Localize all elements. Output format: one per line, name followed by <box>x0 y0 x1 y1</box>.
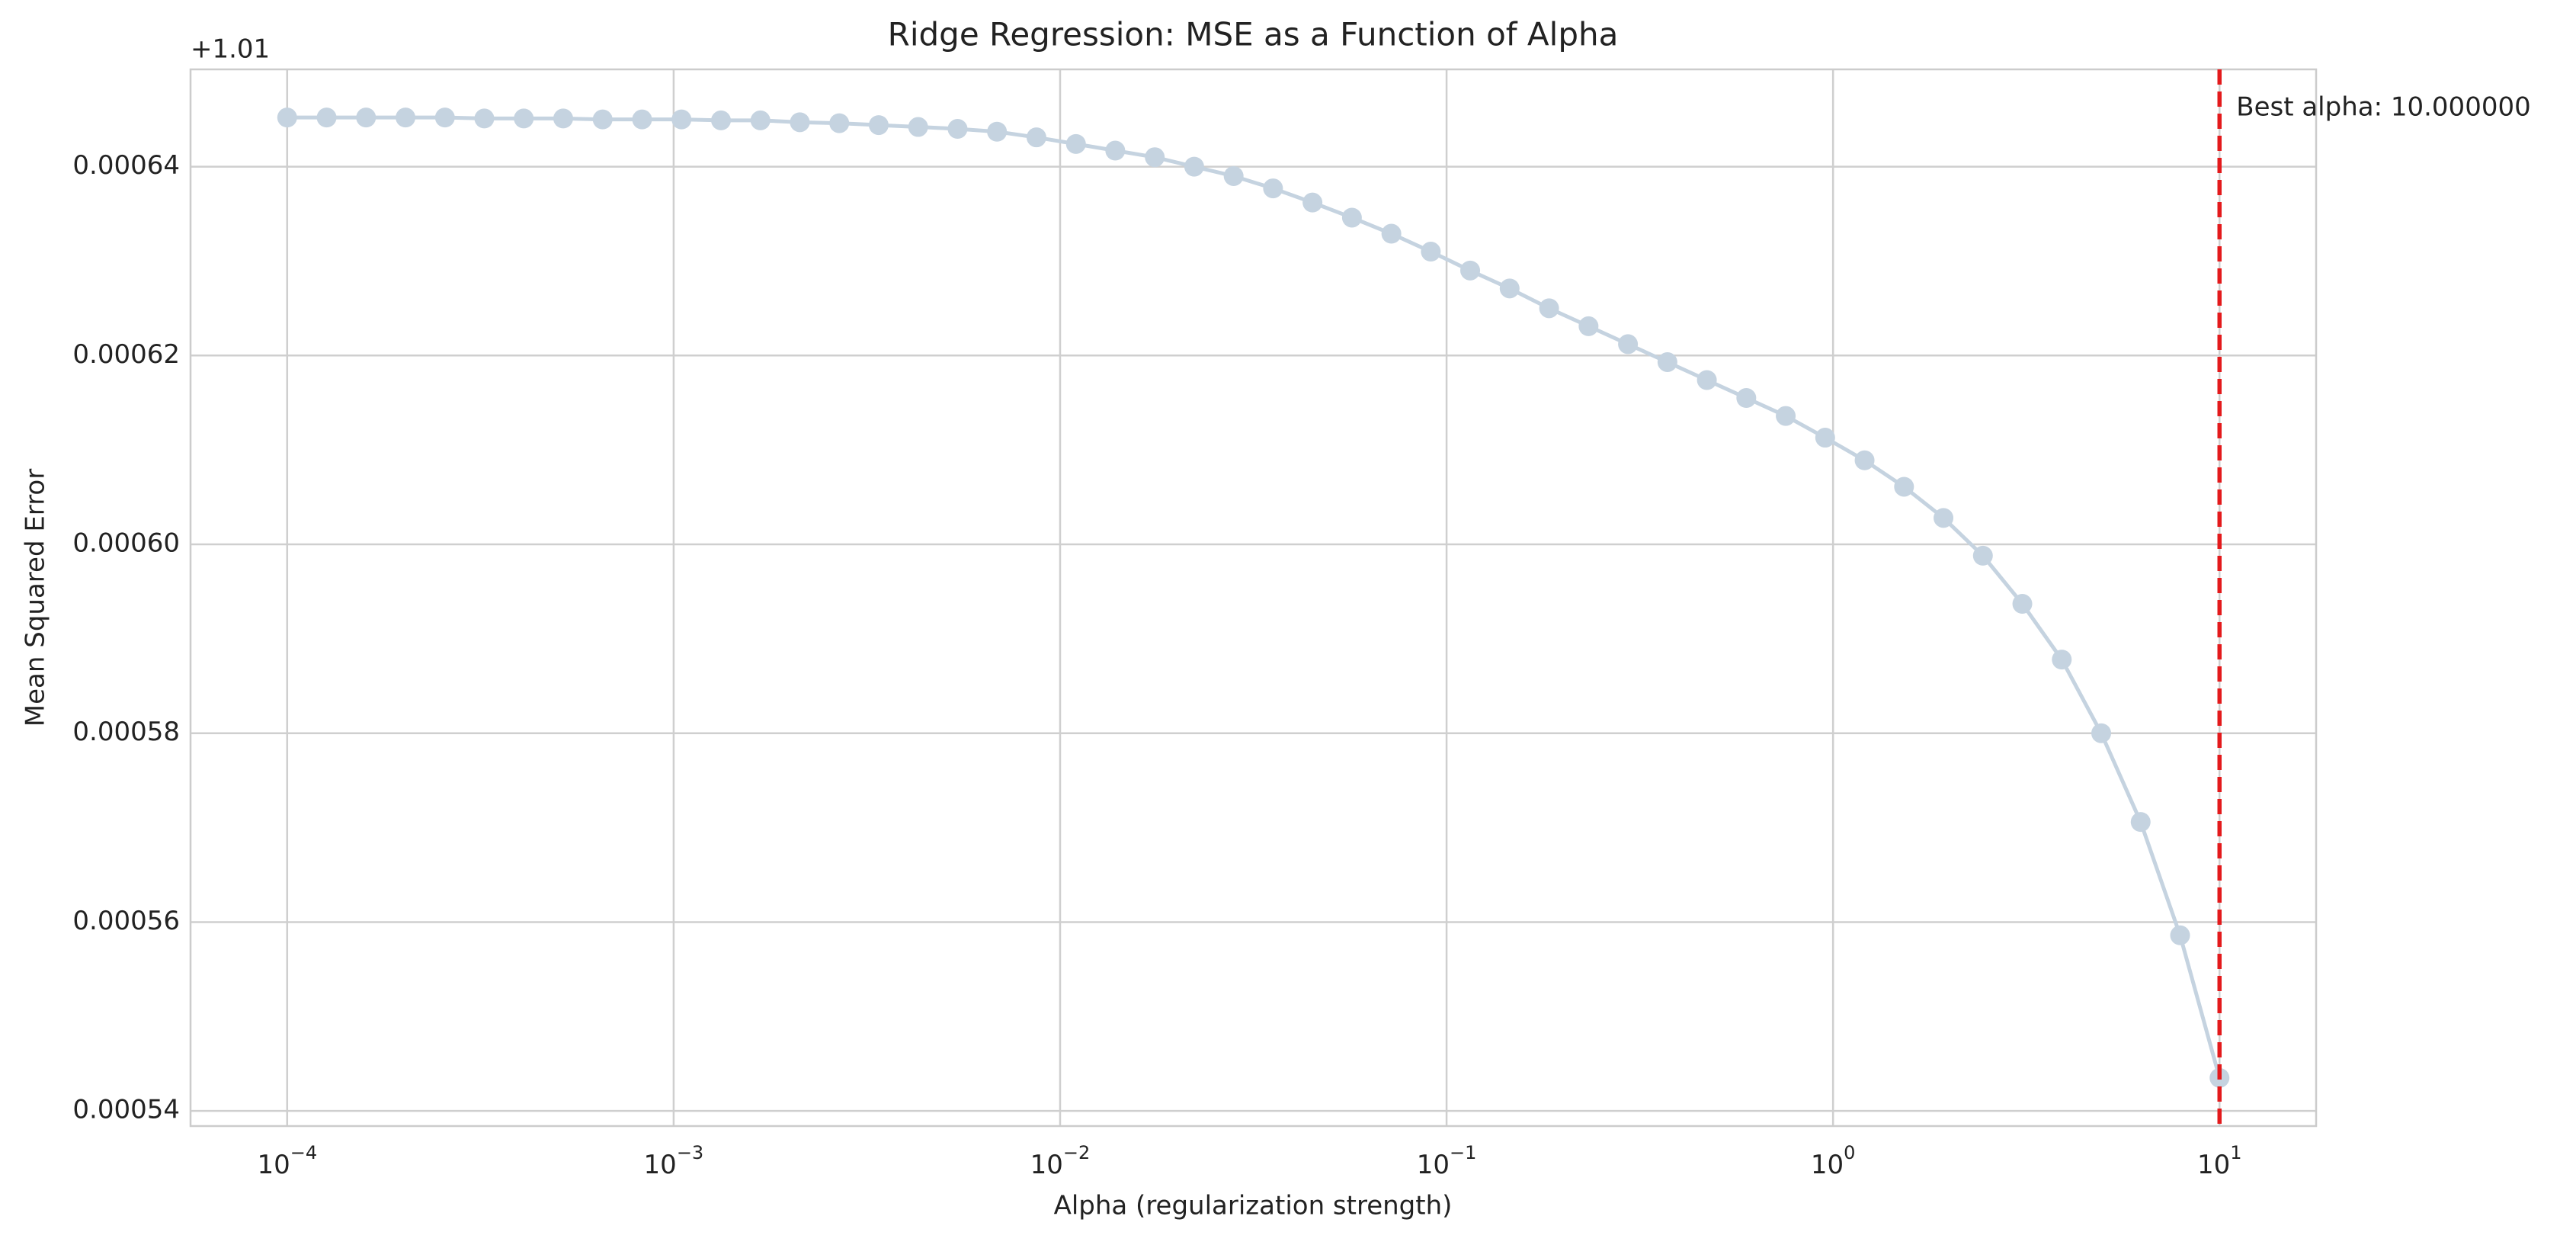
x-tick-base: 10 <box>257 1150 290 1180</box>
data-point <box>1223 165 1244 186</box>
y-tick-label: 0.00064 <box>72 150 180 181</box>
x-tick-exponent: 0 <box>1844 1142 1855 1163</box>
x-tick-exponent: −2 <box>1063 1142 1090 1163</box>
data-point <box>277 107 297 128</box>
x-tick-base: 10 <box>644 1150 677 1180</box>
data-point <box>316 107 337 128</box>
y-tick-label: 0.00060 <box>72 528 180 559</box>
data-point <box>1145 147 1165 168</box>
plot-frame <box>189 68 2318 1128</box>
data-point <box>2130 812 2151 833</box>
x-tick-label: 10−4 <box>257 1142 317 1180</box>
data-point <box>711 110 732 130</box>
data-point <box>671 109 692 130</box>
y-tick-label: 0.00062 <box>72 339 180 370</box>
data-point <box>474 108 495 129</box>
x-axis-label: Alpha (regularization strength) <box>1054 1191 1453 1221</box>
data-point <box>356 107 376 128</box>
data-point <box>1736 388 1757 409</box>
x-tick-label: 10−3 <box>644 1142 704 1180</box>
data-point <box>1657 351 1677 372</box>
data-point <box>592 109 613 130</box>
x-tick-base: 10 <box>1030 1150 1063 1180</box>
data-point <box>829 113 850 133</box>
data-point <box>2170 925 2190 945</box>
data-point <box>987 121 1008 142</box>
data-point <box>750 110 771 130</box>
data-point <box>1065 133 1086 154</box>
x-tick-exponent: −4 <box>290 1142 317 1163</box>
y-tick-label: 0.00056 <box>72 906 180 936</box>
data-point <box>1026 127 1046 148</box>
x-tick-label: 10−1 <box>1417 1142 1477 1180</box>
data-point <box>908 117 928 137</box>
data-point <box>1854 450 1875 470</box>
data-point <box>2091 723 2112 743</box>
x-tick-label: 100 <box>1811 1142 1856 1180</box>
data-point <box>1934 508 1954 528</box>
data-point <box>396 107 416 128</box>
x-tick-exponent: 1 <box>2230 1142 2241 1163</box>
x-tick-label: 10−2 <box>1030 1142 1091 1180</box>
x-tick-exponent: −3 <box>677 1142 703 1163</box>
data-point <box>1697 370 1717 390</box>
data-point <box>1578 316 1599 336</box>
x-tick-exponent: −1 <box>1450 1142 1476 1163</box>
data-point <box>947 119 968 140</box>
data-point <box>553 108 573 129</box>
data-point <box>1539 298 1559 319</box>
data-point <box>2012 594 2033 614</box>
data-point <box>1105 140 1126 161</box>
y-offset-label: +1.01 <box>191 34 270 65</box>
data-point <box>1184 156 1204 177</box>
data-point <box>1460 260 1481 281</box>
data-point <box>434 107 455 128</box>
data-point <box>1776 406 1796 426</box>
y-tick-label: 0.00058 <box>72 717 180 747</box>
data-point <box>632 109 652 130</box>
data-point <box>1894 477 1914 497</box>
data-point <box>1302 192 1323 213</box>
data-point <box>1341 207 1362 228</box>
data-point <box>1815 428 1835 448</box>
x-tick-base: 10 <box>1417 1150 1450 1180</box>
y-tick-label: 0.00054 <box>72 1095 180 1125</box>
best-alpha-label: Best alpha: 10.000000 <box>2236 92 2530 123</box>
chart-title: Ridge Regression: MSE as a Function of A… <box>888 16 1619 53</box>
y-axis-label: Mean Squared Error <box>21 469 51 727</box>
data-point <box>868 115 889 136</box>
x-tick-base: 10 <box>1811 1150 1844 1180</box>
x-tick-base: 10 <box>2197 1150 2230 1180</box>
data-point <box>1421 242 1441 262</box>
data-point <box>1972 545 1993 566</box>
x-tick-label: 101 <box>2197 1142 2242 1180</box>
data-point <box>1381 223 1402 244</box>
data-point <box>1499 278 1520 299</box>
data-point <box>2052 650 2072 670</box>
data-point <box>514 108 534 129</box>
data-point <box>1263 178 1283 199</box>
data-point <box>790 112 810 133</box>
data-point <box>1618 334 1639 355</box>
